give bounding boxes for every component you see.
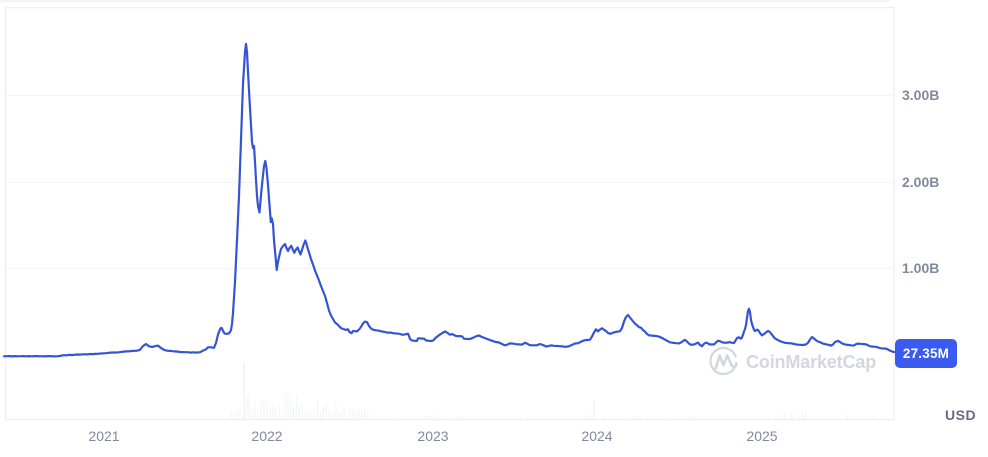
svg-text:CoinMarketCap: CoinMarketCap (746, 352, 876, 372)
